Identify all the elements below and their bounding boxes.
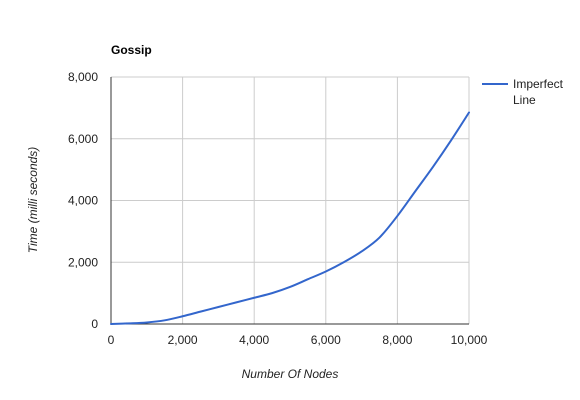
x-tick-label: 8,000: [382, 333, 412, 347]
y-tick-label: 2,000: [68, 255, 98, 269]
x-axis-title: Number Of Nodes: [242, 367, 339, 381]
x-tick-label: 4,000: [239, 333, 269, 347]
x-tick-label: 6,000: [311, 333, 341, 347]
legend-label-line-1: Imperfect: [513, 77, 564, 91]
x-tick-label: 0: [108, 333, 115, 347]
y-tick-label: 4,000: [68, 194, 98, 208]
x-tick-label: 2,000: [168, 333, 198, 347]
chart-title: Gossip: [111, 43, 152, 57]
legend-label-line-2: Line: [513, 93, 536, 107]
x-tick-label: 10,000: [451, 333, 488, 347]
y-axis-title: Time (milli seconds): [26, 147, 40, 254]
y-tick-label: 6,000: [68, 132, 98, 146]
y-tick-label: 8,000: [68, 70, 98, 84]
y-tick-label: 0: [91, 317, 98, 331]
